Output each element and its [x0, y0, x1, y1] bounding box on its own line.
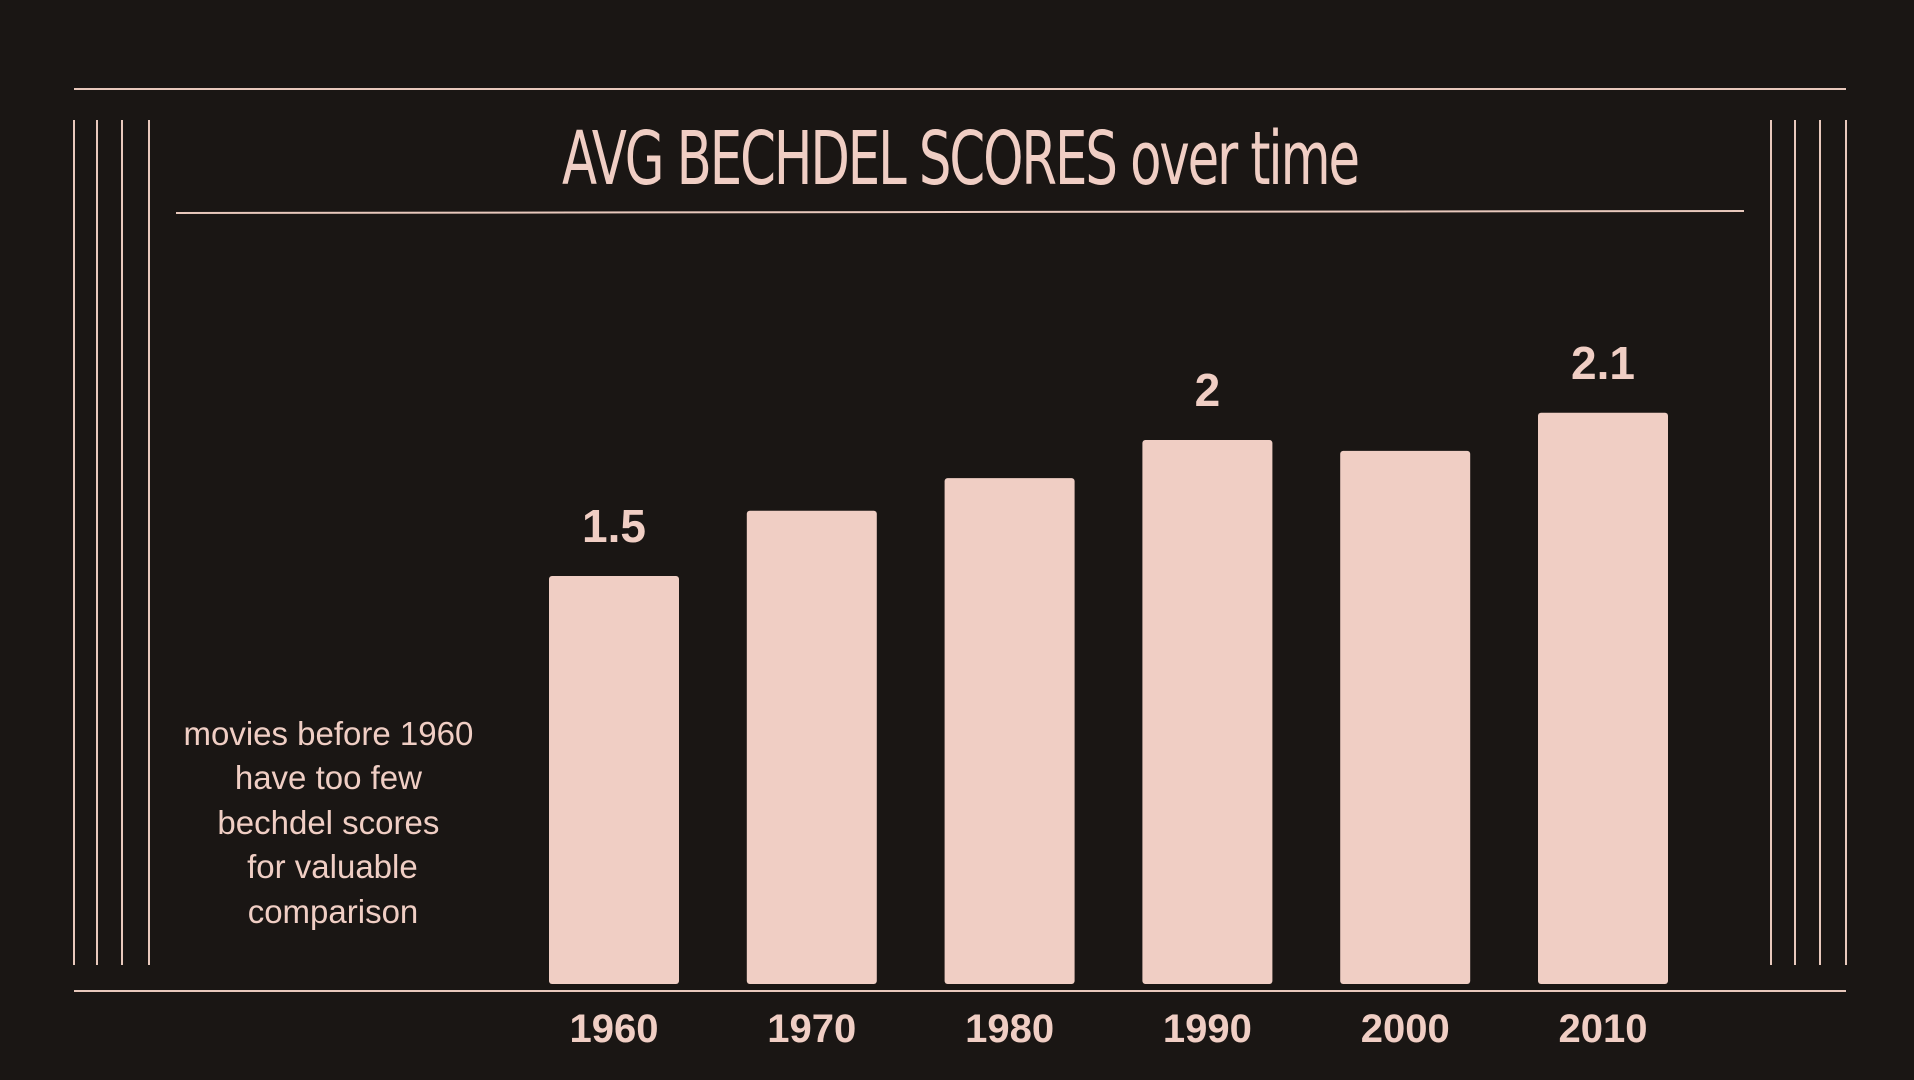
data-label-2010: 2.1: [1571, 337, 1635, 389]
data-labels: 1.5 2 2.1: [582, 337, 1635, 552]
chart-title: AVG BECHDEL SCORES over time: [562, 116, 1358, 202]
annotation-line-2: have too few: [235, 759, 422, 796]
x-tick-1970: 1970: [767, 1007, 856, 1051]
annotation-line-5: comparison: [248, 893, 419, 930]
x-axis-tick-labels: 1960 1970 1980 1990 2000 2010: [570, 1007, 1648, 1051]
x-tick-1990: 1990: [1163, 1007, 1252, 1051]
bar-series: [549, 412, 1668, 984]
x-tick-1960: 1960: [570, 1007, 659, 1051]
annotation-line-1: movies before 1960: [183, 715, 473, 752]
data-label-1990: 2: [1195, 364, 1221, 416]
title-underline: [175, 210, 1745, 214]
data-label-1960: 1.5: [582, 500, 646, 552]
x-tick-2000: 2000: [1361, 1007, 1450, 1051]
annotation-line-4: for valuable: [247, 848, 418, 885]
bar-1980: [944, 478, 1075, 984]
bar-1990: [1142, 440, 1273, 984]
bar-2010: [1538, 412, 1668, 984]
x-tick-1980: 1980: [965, 1007, 1054, 1051]
annotation-line-3: bechdel scores: [217, 804, 439, 841]
annotation-note: movies before 1960 have too few bechdel …: [183, 715, 482, 930]
decorative-frame: [73, 88, 1847, 992]
bar-1960: [549, 576, 679, 984]
bar-1970: [746, 510, 877, 984]
x-tick-2010: 2010: [1559, 1007, 1648, 1051]
bar-2000: [1340, 450, 1471, 984]
